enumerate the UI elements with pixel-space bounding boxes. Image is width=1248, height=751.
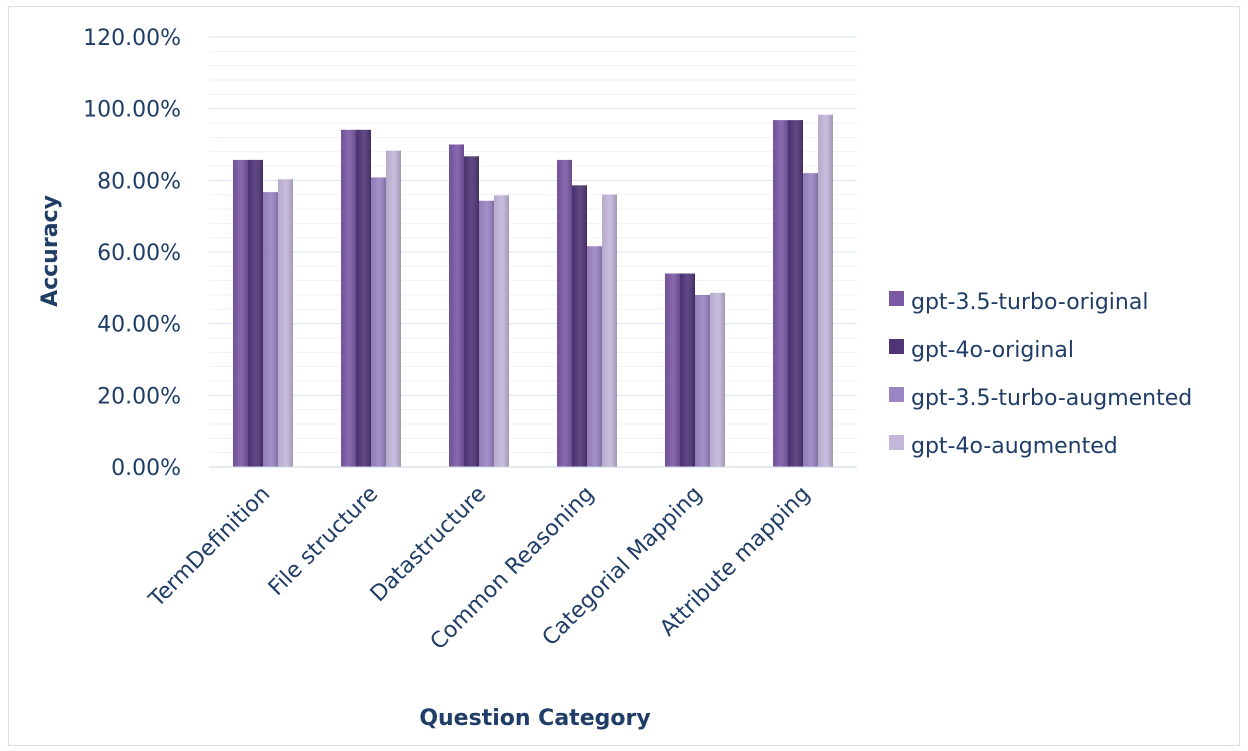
bar-shade [494,195,509,467]
bar-shade [371,177,386,467]
y-tick-label: 120.00% [83,26,181,51]
bar-shade [710,292,725,467]
legend-swatch [889,387,904,402]
legend-swatch [889,291,904,306]
y-tick-label: 20.00% [97,384,181,409]
bar-shade [557,159,572,468]
y-tick-label: 100.00% [83,98,181,123]
bar-shade [386,150,401,467]
bar-shade [356,129,371,467]
bar-shade [341,129,356,467]
bar-shade [263,192,278,468]
x-tick-label: Datastructure [366,482,491,607]
bar-shade [572,185,587,467]
bar-shade [587,246,602,467]
y-axis-title: Accuracy [38,195,63,307]
y-tick-label: 40.00% [97,313,181,338]
bar-shade [449,144,464,467]
bar-chart: 0.00% 20.00% 40.00% 60.00% 80.00% 100.00% 120.… [38,26,1192,731]
bar-shade [665,273,680,467]
bar-shade [788,120,803,467]
legend-swatch [889,339,904,354]
bar-shade [278,179,293,467]
bars [233,114,833,468]
bar-shade [464,156,479,467]
legend-label: gpt-4o-augmented [911,434,1118,459]
bar-shade [818,114,833,467]
chart-frame: 0.00% 20.00% 40.00% 60.00% 80.00% 100.00% 120.… [8,6,1240,746]
x-tick-label: File structure [264,482,383,601]
bar-shade [602,194,617,467]
bar-shade [773,120,788,467]
bar-shade [248,159,263,468]
bar-shade [803,173,818,467]
legend-label: gpt-4o-original [911,338,1074,363]
legend-label: gpt-3.5-turbo-original [911,290,1148,315]
bar-shade [233,159,248,468]
legend-label: gpt-3.5-turbo-augmented [911,386,1192,411]
x-axis-title: Question Category [419,706,650,731]
bar-shade [680,273,695,467]
legend-swatch [889,435,904,450]
x-tick-label: TermDefinition [144,482,275,613]
y-tick-label: 60.00% [97,241,181,266]
bar-shade [479,200,494,467]
legend: gpt-3.5-turbo-original gpt-4o-original gpt… [889,290,1192,459]
y-tick-label: 80.00% [97,169,181,194]
y-tick-label: 0.00% [111,456,181,481]
grid-lines [209,36,857,468]
bar-shade [695,295,710,467]
